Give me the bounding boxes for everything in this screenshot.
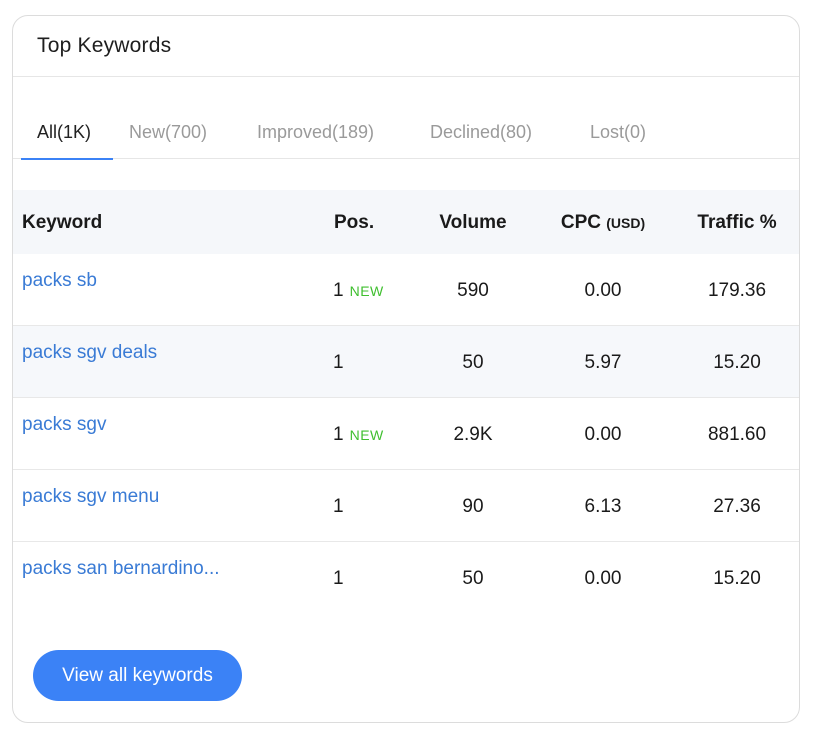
volume-cell: 590: [457, 280, 489, 301]
position-cell: 1 NEW: [333, 424, 384, 446]
keyword-link[interactable]: packs sgv menu: [22, 486, 160, 507]
cpc-cell: 6.13: [584, 496, 622, 517]
traffic-cell: 27.36: [713, 496, 761, 517]
volume-cell: 2.9K: [453, 424, 493, 445]
table-header: Keyword Pos. Volume CPC (USD) Traffic %: [13, 190, 799, 254]
position-value: 1: [333, 568, 344, 589]
traffic-cell: 179.36: [707, 280, 767, 301]
traffic-cell: 15.20: [713, 568, 761, 589]
header-pos[interactable]: Pos.: [334, 212, 375, 233]
cpc-cell: 0.00: [584, 280, 622, 301]
tab-improved[interactable]: Improved(189): [257, 122, 375, 142]
position-value: 1: [333, 352, 344, 373]
tab-new[interactable]: New(700): [129, 122, 208, 142]
volume-cell: 50: [462, 352, 484, 373]
keywords-table: Keyword Pos. Volume CPC (USD) Traffic % …: [13, 190, 799, 613]
header-volume[interactable]: Volume: [439, 212, 507, 233]
keyword-link[interactable]: packs sb: [22, 270, 97, 291]
position-value: 1: [333, 424, 344, 445]
position-value: 1: [333, 280, 344, 301]
tab-all[interactable]: All(1K): [37, 122, 92, 142]
table-row: packs sgv 1 NEW 2.9K 0.00 881.60: [13, 397, 799, 469]
traffic-cell: 881.60: [707, 424, 767, 445]
volume-cell: 90: [462, 496, 484, 517]
position-cell: 1: [333, 352, 350, 374]
tab-declined[interactable]: Declined(80): [430, 122, 533, 142]
header-keyword[interactable]: Keyword: [22, 212, 103, 233]
keyword-link[interactable]: packs sgv deals: [22, 342, 158, 363]
position-cell: 1: [333, 496, 350, 518]
header-cpc-label: CPC: [560, 212, 601, 233]
tab-lost[interactable]: Lost(0): [590, 122, 647, 142]
new-badge: NEW: [349, 283, 384, 299]
table-row: packs sgv deals 1 50 5.97 15.20: [13, 325, 799, 397]
top-keywords-card: Top Keywords All(1K) New(700) Improved(1…: [12, 15, 800, 723]
position-cell: 1: [333, 568, 350, 590]
table-row: packs sb 1 NEW 590 0.00 179.36: [13, 254, 799, 325]
table-row: packs sgv menu 1 90 6.13 27.36: [13, 469, 799, 541]
keyword-link[interactable]: packs sgv: [22, 414, 107, 435]
active-tab-indicator: [21, 157, 113, 160]
view-all-keywords-button[interactable]: View all keywords: [33, 650, 242, 701]
position-cell: 1 NEW: [333, 280, 384, 302]
position-value: 1: [333, 496, 344, 517]
card-title: Top Keywords: [37, 34, 172, 57]
traffic-cell: 15.20: [713, 352, 761, 373]
keyword-link[interactable]: packs san bernardino...: [22, 558, 220, 579]
header-cpc-unit: (USD): [606, 215, 646, 231]
volume-cell: 50: [462, 568, 484, 589]
header-traffic[interactable]: Traffic %: [697, 212, 777, 233]
header-cpc[interactable]: CPC (USD): [543, 190, 663, 254]
cpc-cell: 5.97: [584, 352, 622, 373]
table-row: packs san bernardino... 1 50 0.00 15.20: [13, 541, 799, 613]
new-badge: NEW: [349, 427, 384, 443]
card-header: Top Keywords: [13, 16, 799, 77]
keyword-tabs: All(1K) New(700) Improved(189) Declined(…: [13, 112, 799, 160]
cpc-cell: 0.00: [584, 424, 622, 445]
cpc-cell: 0.00: [584, 568, 622, 589]
